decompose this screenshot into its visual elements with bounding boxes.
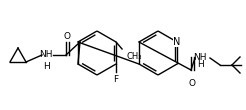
Text: O: O bbox=[188, 79, 196, 87]
Text: N: N bbox=[173, 37, 181, 47]
Text: CH₃: CH₃ bbox=[126, 52, 141, 61]
Text: F: F bbox=[113, 75, 119, 84]
Text: NH: NH bbox=[39, 50, 53, 59]
Text: H: H bbox=[197, 60, 203, 69]
Text: O: O bbox=[63, 31, 71, 40]
Text: H: H bbox=[43, 61, 49, 71]
Text: NH: NH bbox=[193, 52, 207, 61]
